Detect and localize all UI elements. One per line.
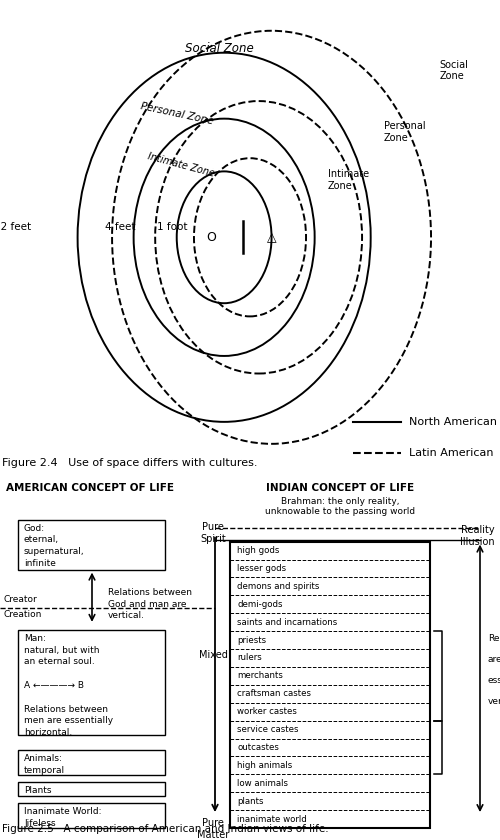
- Text: outcastes: outcastes: [237, 743, 279, 752]
- Bar: [18, 803, 165, 828]
- Text: worker castes: worker castes: [237, 707, 297, 717]
- Bar: [18, 520, 165, 570]
- Text: Brahman: the only reality,
unknowable to the passing world: Brahman: the only reality, unknowable to…: [265, 496, 415, 516]
- Text: high gods: high gods: [237, 546, 280, 555]
- Text: service castes: service castes: [237, 725, 298, 734]
- Text: merchants: merchants: [237, 671, 283, 680]
- Text: Figure 2.4   Use of space differs with cultures.: Figure 2.4 Use of space differs with cul…: [2, 458, 257, 468]
- Text: Social Zone: Social Zone: [186, 42, 254, 55]
- Text: Reality: Reality: [462, 525, 495, 535]
- Text: 4 feet: 4 feet: [106, 222, 136, 232]
- Text: Social
Zone: Social Zone: [440, 60, 468, 81]
- Text: 12 feet: 12 feet: [0, 222, 32, 232]
- Text: △: △: [266, 231, 276, 244]
- Text: Inanimate World:
lifeless: Inanimate World: lifeless: [24, 807, 102, 827]
- Bar: [18, 750, 165, 775]
- Text: North American: North American: [410, 417, 498, 427]
- Text: God:
eternal,
supernatural,
infinite: God: eternal, supernatural, infinite: [24, 523, 84, 568]
- Bar: [18, 630, 165, 735]
- Text: Creation: Creation: [4, 610, 43, 619]
- Bar: [18, 782, 165, 796]
- Bar: [230, 542, 430, 828]
- Text: lesser gods: lesser gods: [237, 564, 286, 573]
- Text: Figure 2.5   A comparison of American and Indian views of life.: Figure 2.5 A comparison of American and …: [2, 824, 328, 834]
- Text: Pure
Matter: Pure Matter: [197, 818, 229, 840]
- Text: craftsman castes: craftsman castes: [237, 690, 311, 698]
- Text: saints and incarnations: saints and incarnations: [237, 617, 337, 627]
- Text: AMERICAN CONCEPT OF LIFE: AMERICAN CONCEPT OF LIFE: [6, 483, 174, 492]
- Text: Animals:
temporal: Animals: temporal: [24, 754, 65, 774]
- Text: Relations between
God and man are
vertical.: Relations between God and man are vertic…: [108, 588, 192, 620]
- Text: Personal
Zone: Personal Zone: [384, 121, 425, 143]
- Text: demi-gods: demi-gods: [237, 600, 282, 609]
- Text: Creator: Creator: [4, 595, 38, 604]
- Text: Pure
Spirit: Pure Spirit: [200, 522, 226, 544]
- Text: demons and spirits: demons and spirits: [237, 582, 320, 591]
- Text: high animals: high animals: [237, 761, 292, 769]
- Text: low animals: low animals: [237, 779, 288, 788]
- Text: Personal Zone: Personal Zone: [140, 102, 214, 127]
- Text: Intimate
Zone: Intimate Zone: [328, 170, 368, 191]
- Text: Plants: Plants: [24, 786, 52, 795]
- Text: Intimate Zone: Intimate Zone: [146, 151, 216, 179]
- Text: Illusion: Illusion: [460, 537, 495, 547]
- Text: Latin American: Latin American: [410, 448, 494, 458]
- Text: 1 foot: 1 foot: [157, 222, 188, 232]
- Text: plants: plants: [237, 796, 264, 806]
- Text: rulers: rulers: [237, 654, 262, 663]
- Text: Mixed: Mixed: [198, 650, 228, 659]
- Text: INDIAN CONCEPT OF LIFE: INDIAN CONCEPT OF LIFE: [266, 483, 414, 492]
- Text: inanimate world: inanimate world: [237, 815, 307, 823]
- Text: priests: priests: [237, 636, 266, 644]
- Text: Relations

are

essentially

vertical: Relations are essentially vertical: [488, 634, 500, 706]
- Text: O: O: [206, 231, 216, 244]
- Text: Man:
natural, but with
an eternal soul.

A ←———→ B

Relations between
men are es: Man: natural, but with an eternal soul. …: [24, 633, 113, 738]
